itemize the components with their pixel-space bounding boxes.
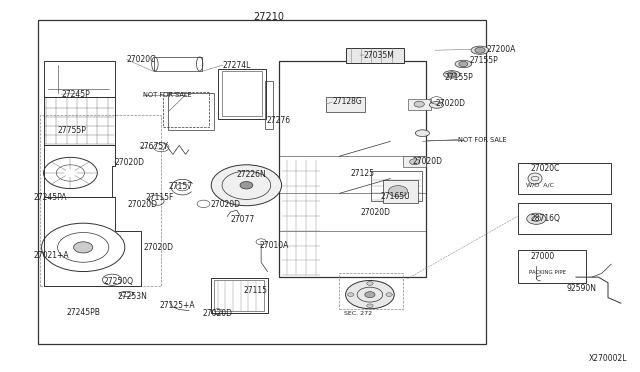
Text: 27155P: 27155P [469, 56, 498, 65]
Bar [214, 280, 264, 311]
Text: 27020D: 27020D [435, 99, 465, 108]
Text: 27035M: 27035M [364, 51, 394, 60]
Text: 27020C: 27020C [127, 55, 156, 64]
Ellipse shape [429, 102, 444, 108]
Bar [403, 156, 426, 167]
Circle shape [74, 242, 93, 253]
Text: 27165U: 27165U [380, 192, 410, 201]
Circle shape [211, 165, 282, 206]
Text: 27250Q: 27250Q [104, 277, 134, 286]
Bar [518, 203, 611, 234]
Text: 92590N: 92590N [566, 284, 596, 293]
Text: 27115: 27115 [243, 286, 268, 295]
Text: 27155P: 27155P [444, 73, 473, 81]
Text: 27020D: 27020D [211, 201, 241, 209]
Text: 27245PB: 27245PB [67, 308, 100, 317]
Circle shape [386, 293, 392, 296]
Bar [163, 92, 209, 127]
Circle shape [475, 47, 485, 53]
Circle shape [447, 72, 456, 77]
Bar [346, 48, 404, 63]
Text: 27021+A: 27021+A [34, 251, 70, 260]
Text: 27020D: 27020D [127, 201, 157, 209]
Text: 27020D: 27020D [412, 157, 442, 166]
Circle shape [410, 159, 420, 165]
Ellipse shape [471, 46, 489, 54]
Text: SEC. 272: SEC. 272 [344, 311, 372, 316]
Text: 27274L: 27274L [223, 61, 251, 70]
Text: 27245PA: 27245PA [34, 193, 67, 202]
Bar [408, 99, 431, 110]
Bar [518, 163, 611, 194]
Text: 27125: 27125 [351, 169, 375, 178]
Bar [222, 71, 262, 116]
Text: NOT FOR SALE: NOT FOR SALE [458, 137, 507, 142]
Bar [279, 61, 426, 277]
Ellipse shape [444, 71, 460, 78]
Text: 27675Y: 27675Y [140, 142, 168, 151]
Text: 27128G: 27128G [332, 97, 362, 106]
Text: 27115F: 27115F [146, 193, 174, 202]
Bar [44, 97, 115, 145]
Circle shape [414, 101, 424, 107]
Circle shape [240, 182, 253, 189]
Text: 27020D: 27020D [143, 243, 173, 252]
Text: 27125+A: 27125+A [159, 301, 195, 310]
Circle shape [346, 280, 394, 309]
Bar [383, 180, 418, 203]
Text: 28716Q: 28716Q [531, 214, 561, 223]
Bar [339, 273, 403, 309]
Text: 27020C: 27020C [531, 164, 560, 173]
Text: PACKING PIPE: PACKING PIPE [529, 270, 566, 275]
Text: 27157: 27157 [169, 182, 193, 191]
Circle shape [365, 292, 375, 298]
Bar [371, 171, 422, 201]
Text: 27226N: 27226N [237, 170, 266, 179]
Bar [40, 115, 161, 286]
Bar [154, 57, 202, 71]
Bar [265, 81, 273, 129]
Text: 27000: 27000 [531, 252, 555, 261]
Text: 27020D: 27020D [361, 208, 391, 217]
Text: 27200A: 27200A [486, 45, 516, 54]
Text: 27020D: 27020D [115, 158, 145, 167]
Text: 27276: 27276 [267, 116, 291, 125]
Text: 27077: 27077 [230, 215, 255, 224]
Text: X270002L: X270002L [589, 355, 627, 363]
Text: NOT FOR SALE: NOT FOR SALE [143, 92, 191, 98]
Circle shape [459, 61, 468, 67]
Ellipse shape [415, 130, 429, 137]
Circle shape [348, 293, 354, 296]
Ellipse shape [455, 60, 472, 68]
Text: 27020D: 27020D [203, 309, 233, 318]
Bar [326, 97, 365, 112]
Bar [218, 69, 266, 119]
Bar [518, 250, 586, 283]
Bar [38, 20, 486, 344]
Bar [211, 278, 268, 313]
Text: W/O  A/C: W/O A/C [526, 182, 554, 187]
Text: 27210: 27210 [253, 12, 284, 22]
Bar [168, 93, 214, 130]
Text: 27010A: 27010A [260, 241, 289, 250]
Bar [44, 61, 115, 97]
Circle shape [388, 186, 408, 197]
Text: 27253N: 27253N [117, 292, 147, 301]
Ellipse shape [528, 173, 542, 184]
Circle shape [367, 304, 373, 308]
Circle shape [527, 213, 546, 224]
Text: 27755P: 27755P [58, 126, 86, 135]
Circle shape [367, 282, 373, 285]
Text: 27245P: 27245P [61, 90, 90, 99]
